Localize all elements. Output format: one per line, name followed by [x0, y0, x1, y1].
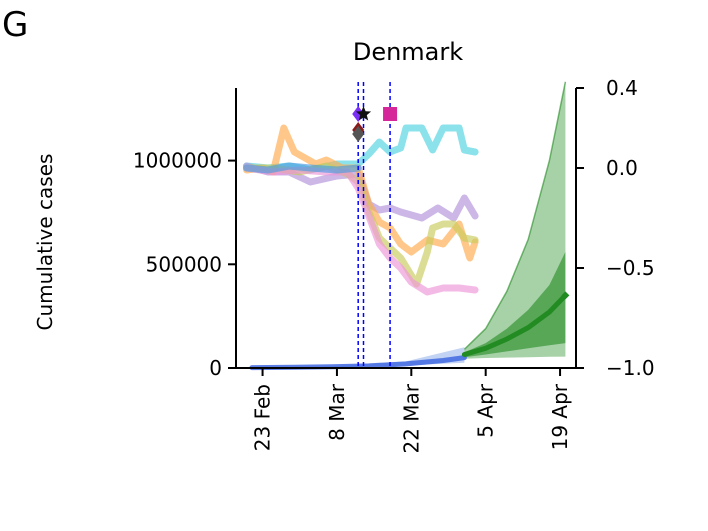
y-axis-label: Cumulative cases — [33, 154, 57, 331]
intervention-lines — [357, 82, 391, 368]
right-tick-label: −0.5 — [606, 256, 655, 280]
x-tick-label: 23 Feb — [251, 384, 275, 451]
mobility-series-line — [243, 162, 479, 288]
forecast-end-marker — [561, 291, 570, 300]
forecast-outer-upper-line — [463, 81, 567, 350]
right-tick-label: 0.4 — [606, 76, 638, 100]
star-marker — [355, 106, 372, 121]
intervention-markers — [352, 106, 398, 142]
axes — [228, 87, 584, 376]
left-tick-label: 1000000 — [133, 149, 222, 173]
x-tick-label: 8 Mar — [325, 383, 349, 441]
mobility-series-line — [243, 124, 479, 262]
forecast-outer-band — [464, 81, 566, 359]
tick-labels: 0 500000 1000000 −1.0 −0.5 0.0 0.4 23 Feb 8 Mar 2… — [133, 76, 655, 454]
mobility-series-line — [243, 164, 479, 296]
forecast-median-line — [461, 292, 568, 357]
mobility-series-line — [243, 162, 479, 222]
square-marker — [383, 107, 398, 121]
chart-title: Denmark — [353, 38, 463, 66]
x-tick-label: 22 Mar — [399, 383, 423, 453]
panel-letter: G — [2, 5, 28, 45]
left-tick-label: 0 — [209, 356, 222, 380]
right-tick-label: 0.0 — [606, 156, 638, 180]
mobility-lines — [243, 124, 479, 296]
diamond-marker — [352, 126, 365, 142]
left-tick-label: 500000 — [146, 252, 222, 276]
forecast-inner-band — [464, 251, 566, 358]
mobility-series-line — [243, 162, 362, 174]
right-tick-label: −1.0 — [606, 356, 655, 380]
x-tick-label: 19 Apr — [548, 383, 572, 450]
x-tick-label: 5 Apr — [474, 383, 498, 437]
